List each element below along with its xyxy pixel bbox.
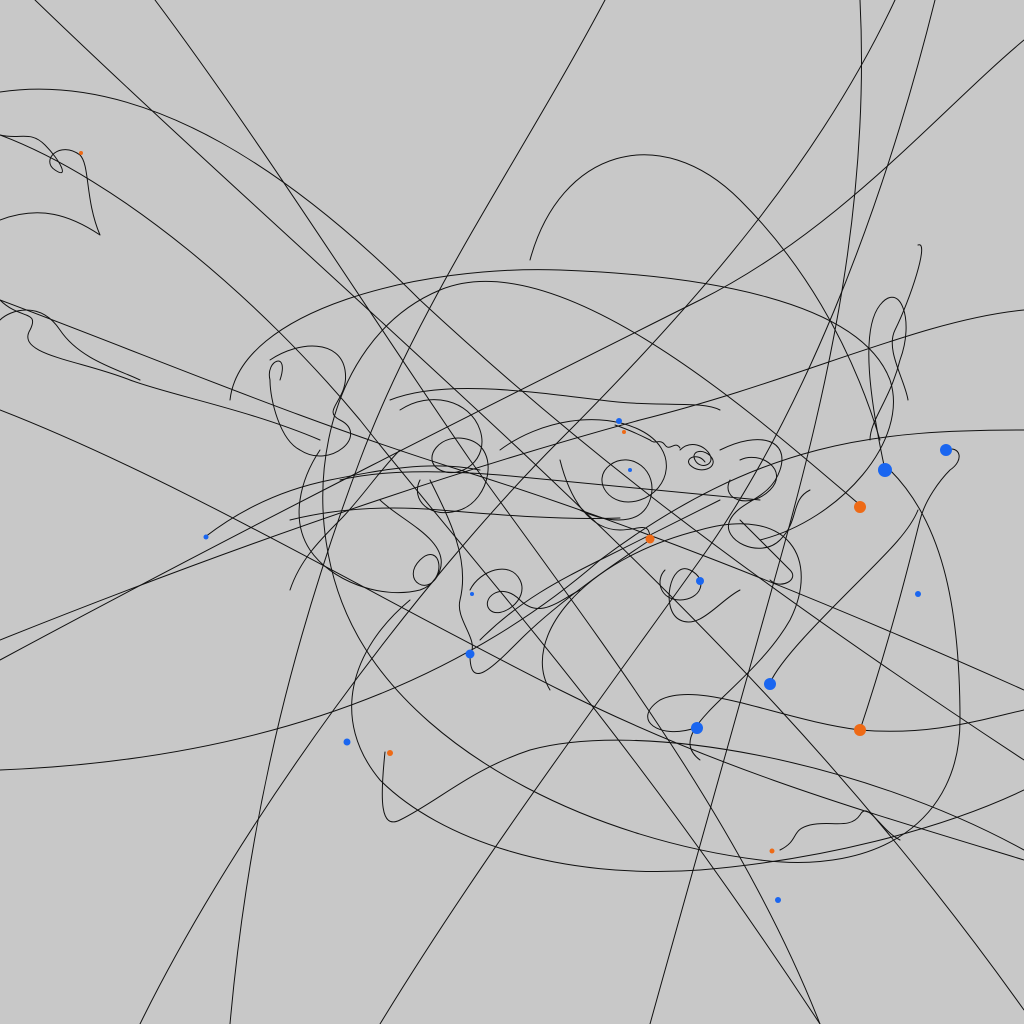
particle-blue bbox=[915, 591, 921, 597]
trail-path bbox=[559, 459, 651, 541]
particle-blue bbox=[775, 897, 781, 903]
trail-path bbox=[139, 0, 896, 1024]
trail-path bbox=[322, 280, 961, 863]
particle-blue bbox=[343, 738, 351, 746]
trail-path bbox=[0, 299, 321, 441]
trail-path bbox=[204, 465, 481, 538]
trail-path bbox=[0, 134, 101, 236]
trail-path bbox=[229, 0, 606, 1024]
trail-path bbox=[769, 509, 919, 684]
trail-path bbox=[0, 39, 1024, 661]
particle-orange bbox=[854, 724, 866, 736]
trail-path bbox=[268, 345, 352, 457]
trail-path bbox=[429, 479, 473, 656]
trail-path bbox=[779, 810, 901, 851]
particle-orange bbox=[79, 151, 83, 155]
particles-layer bbox=[79, 151, 952, 903]
trail-path bbox=[379, 0, 936, 1024]
trail-path bbox=[891, 244, 923, 401]
trail-path bbox=[614, 424, 681, 449]
trail-path bbox=[679, 444, 714, 471]
trail-path bbox=[541, 523, 802, 761]
trail-path bbox=[739, 519, 793, 585]
trail-path bbox=[0, 88, 1024, 761]
trail-path bbox=[289, 507, 621, 521]
trail-path bbox=[479, 499, 721, 641]
trail-path bbox=[0, 309, 141, 381]
trail-path bbox=[389, 387, 721, 411]
trail-path bbox=[719, 439, 811, 549]
trail-path bbox=[351, 599, 1024, 873]
trail-path bbox=[868, 296, 907, 471]
particle-orange bbox=[645, 534, 655, 544]
particle-blue bbox=[628, 468, 632, 472]
trail-path bbox=[529, 154, 881, 441]
trail-path bbox=[0, 134, 821, 1024]
trail-path bbox=[339, 471, 761, 501]
particle-orange bbox=[387, 750, 393, 756]
trail-path bbox=[469, 539, 651, 675]
particle-blue bbox=[691, 722, 703, 734]
particle-orange bbox=[769, 848, 775, 854]
trail-path bbox=[659, 568, 741, 623]
particle-blue bbox=[940, 444, 952, 456]
trail-path bbox=[499, 419, 667, 521]
trail-path bbox=[289, 449, 401, 591]
trail-path bbox=[154, 0, 821, 1024]
particle-orange bbox=[622, 430, 626, 434]
trail-path bbox=[0, 299, 1024, 691]
trail-path bbox=[859, 448, 960, 731]
particle-orange bbox=[854, 501, 866, 513]
trail-path bbox=[0, 409, 1024, 861]
trail-path bbox=[647, 693, 1024, 733]
particle-blue bbox=[465, 649, 475, 659]
particle-blue bbox=[696, 577, 704, 585]
particle-blue bbox=[616, 418, 622, 424]
particle-blue bbox=[878, 463, 892, 477]
trail-path bbox=[229, 269, 894, 541]
trail-path bbox=[727, 456, 777, 502]
trail-path bbox=[0, 309, 1024, 641]
trail-path bbox=[298, 449, 442, 594]
trail-path bbox=[381, 739, 1024, 851]
trail-path bbox=[469, 568, 581, 614]
particle-blue bbox=[470, 592, 474, 596]
particle-blue bbox=[203, 534, 209, 540]
particle-blue bbox=[764, 678, 776, 690]
